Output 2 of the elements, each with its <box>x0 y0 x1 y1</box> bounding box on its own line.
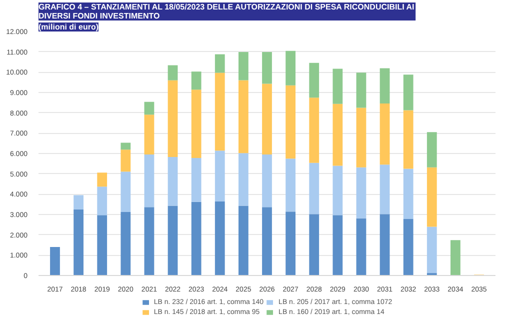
chart-subtitle: (milioni di euro) <box>38 22 99 32</box>
chart-title: GRAFICO 4 – STANZIAMENTI AL 18/05/2023 DELLE AUTORIZZAZIONI DI SPESA RICONDUCIBILI AI DIVERSI FONDI INVESTIMENTO <box>38 2 414 20</box>
